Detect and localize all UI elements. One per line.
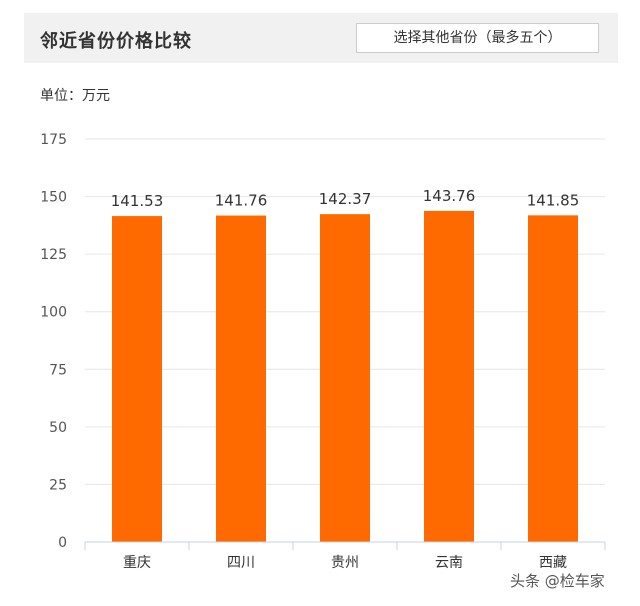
bar[interactable]: [216, 215, 266, 542]
y-tick-label: 175: [40, 132, 67, 148]
y-tick-label: 100: [40, 305, 67, 321]
chart-header: 邻近省份价格比较 选择其他省份（最多五个）: [24, 13, 618, 63]
y-tick-label: 25: [49, 477, 67, 493]
x-tick-label: 云南: [435, 555, 463, 571]
data-label: 141.85: [527, 191, 580, 209]
data-label: 141.53: [111, 192, 164, 210]
data-label: 143.76: [423, 187, 476, 205]
unit-label: 单位：万元: [40, 88, 110, 104]
select-provinces-button[interactable]: 选择其他省份（最多五个）: [356, 23, 599, 53]
y-tick-label: 50: [49, 420, 67, 436]
y-tick-label: 150: [40, 190, 67, 206]
watermark: 头条 @检车家: [510, 572, 605, 590]
y-tick-label: 75: [49, 362, 67, 378]
y-tick-label: 125: [40, 247, 67, 263]
x-tick-label: 重庆: [123, 555, 151, 571]
data-label: 142.37: [319, 190, 372, 208]
x-tick-label: 西藏: [539, 555, 567, 571]
chart-title: 邻近省份价格比较: [40, 31, 192, 52]
bar[interactable]: [528, 215, 578, 542]
y-tick-label: 0: [58, 535, 67, 551]
data-label: 141.76: [215, 192, 268, 210]
bar[interactable]: [424, 210, 474, 542]
x-tick-label: 贵州: [331, 555, 359, 571]
bar[interactable]: [320, 214, 370, 543]
bar[interactable]: [112, 216, 162, 542]
x-tick-label: 四川: [227, 555, 255, 571]
